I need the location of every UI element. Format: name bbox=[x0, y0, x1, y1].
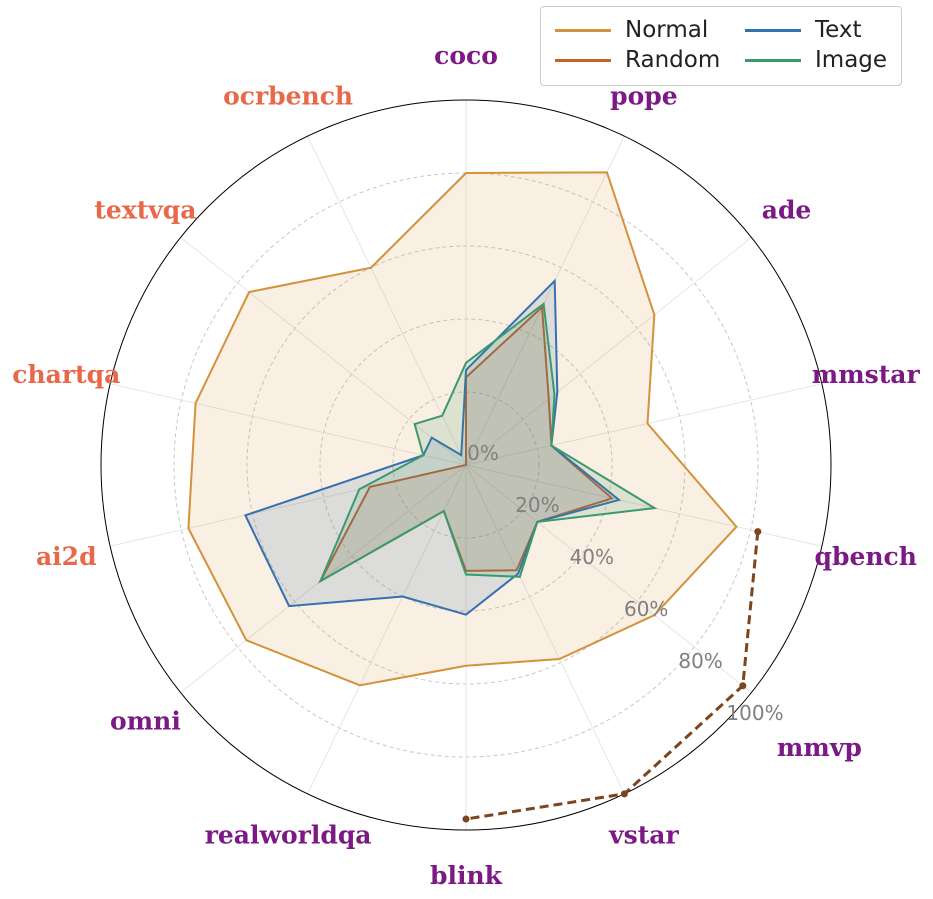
legend-item-normal: Normal bbox=[555, 17, 708, 43]
category-label-coco: coco bbox=[434, 41, 498, 70]
legend-label: Random bbox=[625, 47, 721, 73]
grid-spoke bbox=[307, 464, 467, 795]
series-image bbox=[318, 302, 658, 584]
grid-spoke bbox=[180, 237, 467, 466]
legend-swatch bbox=[555, 28, 611, 32]
legend-item-image: Image bbox=[745, 47, 887, 73]
legend-label: Image bbox=[815, 47, 888, 73]
radial-tick-label: 60% bbox=[624, 597, 668, 621]
category-label-ai2d: ai2d bbox=[36, 542, 97, 571]
legend: Normal Random Text Image bbox=[540, 6, 902, 86]
category-label-realworldqa: realworldqa bbox=[205, 820, 372, 849]
grid-spoke bbox=[465, 135, 625, 466]
grid-spoke bbox=[465, 464, 822, 547]
category-label-pope: pope bbox=[610, 82, 678, 111]
grid-spoke bbox=[110, 383, 467, 466]
grid-spoke bbox=[465, 383, 822, 466]
legend-label: Normal bbox=[625, 17, 709, 43]
category-label-ocrbench: ocrbench bbox=[223, 82, 353, 111]
radial-tick-label: 100% bbox=[726, 701, 783, 725]
radial-tick-label: 40% bbox=[570, 545, 614, 569]
category-label-qbench: qbench bbox=[814, 542, 916, 571]
radial-tick-label: 0% bbox=[467, 441, 499, 465]
category-label-blink: blink bbox=[430, 861, 503, 890]
series-random bbox=[317, 305, 614, 584]
grid-spoke bbox=[465, 464, 752, 693]
radial-tick-label: 20% bbox=[515, 493, 559, 517]
grid-spoke bbox=[307, 135, 467, 466]
category-label-omni: omni bbox=[110, 707, 181, 736]
reference-point bbox=[620, 790, 628, 798]
category-label-mmstar: mmstar bbox=[812, 360, 921, 389]
category-label-vstar: vstar bbox=[608, 820, 679, 849]
radial-tick-label: 80% bbox=[678, 649, 722, 673]
category-label-chartqa: chartqa bbox=[12, 360, 120, 389]
grid-spoke bbox=[465, 237, 752, 466]
legend-swatch bbox=[745, 28, 801, 32]
legend-label: Text bbox=[815, 17, 862, 43]
reference-point bbox=[462, 815, 470, 823]
category-label-ade: ade bbox=[762, 195, 812, 224]
reference-line bbox=[465, 531, 760, 821]
category-label-mmvp: mmvp bbox=[777, 733, 862, 762]
reference-point bbox=[754, 528, 762, 536]
legend-swatch bbox=[745, 58, 801, 62]
legend-swatch bbox=[555, 58, 611, 62]
reference-point bbox=[739, 682, 747, 690]
grid-spoke bbox=[465, 464, 625, 795]
legend-item-text: Text bbox=[745, 17, 862, 43]
legend-item-random: Random bbox=[555, 47, 720, 73]
category-label-textvqa: textvqa bbox=[94, 195, 196, 224]
outer-ring bbox=[100, 99, 832, 831]
series-text bbox=[243, 278, 622, 616]
